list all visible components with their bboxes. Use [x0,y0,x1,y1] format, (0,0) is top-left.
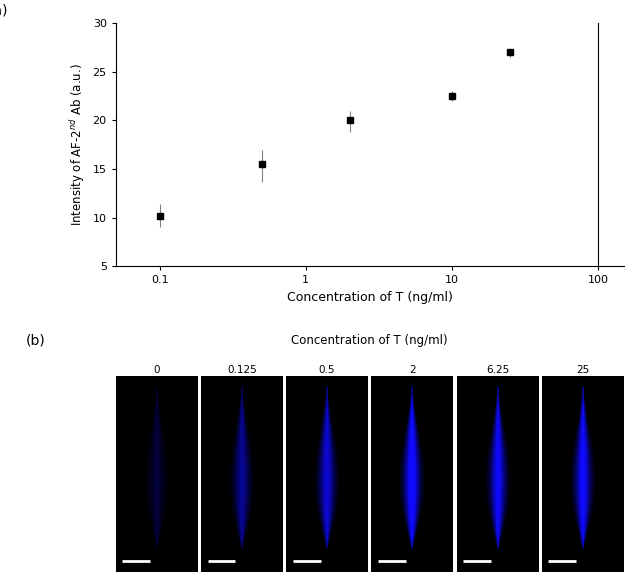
Text: Concentration of T (ng/ml): Concentration of T (ng/ml) [291,335,448,347]
Title: 25: 25 [576,365,590,375]
Title: 0: 0 [154,365,160,375]
Text: (a): (a) [0,4,8,18]
X-axis label: Concentration of T (ng/ml): Concentration of T (ng/ml) [287,291,453,304]
Title: 0.125: 0.125 [227,365,257,375]
Text: (b): (b) [26,333,46,347]
Title: 0.5: 0.5 [319,365,336,375]
Y-axis label: Intensity of AF-2$^{nd}$ Ab (a.u.): Intensity of AF-2$^{nd}$ Ab (a.u.) [68,64,87,226]
Title: 2: 2 [409,365,415,375]
Title: 6.25: 6.25 [486,365,509,375]
